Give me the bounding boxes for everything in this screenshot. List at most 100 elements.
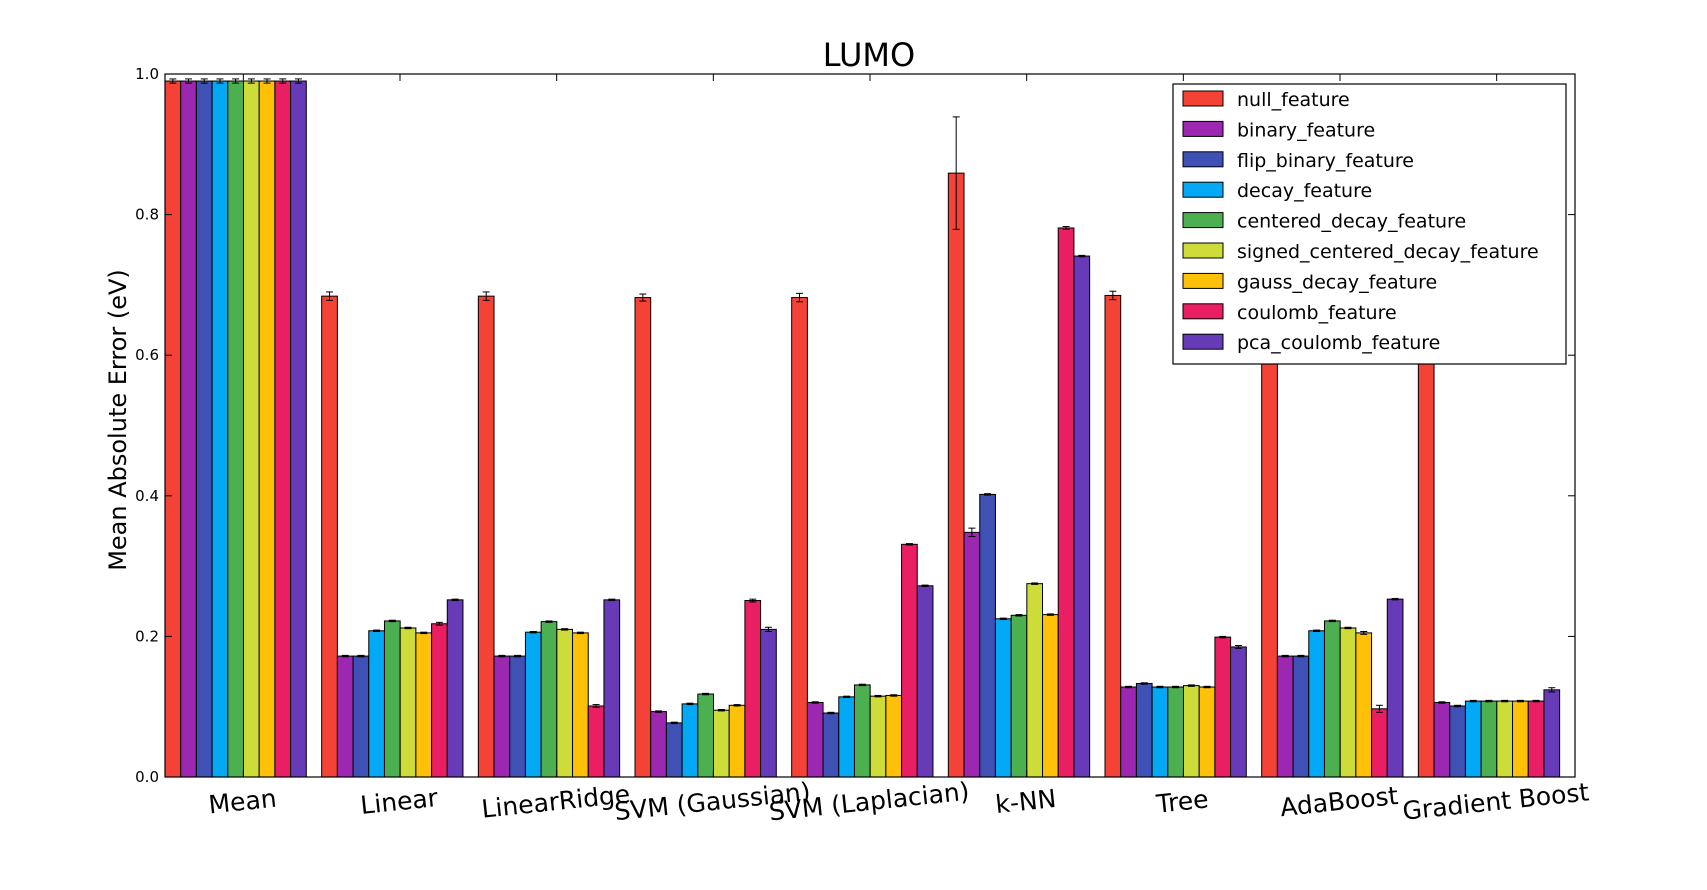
bar-6-1 bbox=[1120, 686, 1137, 778]
error-bar-2-2 bbox=[514, 654, 522, 658]
error-bar-0-8 bbox=[294, 78, 302, 84]
bar-8-3 bbox=[1464, 700, 1482, 778]
error-bar-2-4 bbox=[545, 620, 553, 623]
bar-5-4 bbox=[1010, 614, 1028, 778]
error-bar-1-5 bbox=[404, 626, 412, 630]
legend-entry-2: flip_binary_feature bbox=[1182, 150, 1414, 172]
error-bar-0-6 bbox=[263, 78, 271, 84]
legend: null_feature binary_feature flip_binary_fe… bbox=[1172, 83, 1567, 365]
bar-5-2 bbox=[979, 493, 996, 778]
error-bar-3-6 bbox=[733, 704, 741, 707]
bar-3-5 bbox=[713, 709, 730, 778]
error-bar-8-1 bbox=[1438, 701, 1446, 704]
bar-6-2 bbox=[1135, 683, 1153, 778]
legend-swatch-2 bbox=[1182, 151, 1224, 168]
error-bar-6-7 bbox=[1219, 635, 1227, 639]
error-bar-8-7 bbox=[1532, 699, 1540, 703]
error-bar-6-4 bbox=[1172, 685, 1180, 689]
error-bar-6-8 bbox=[1234, 645, 1242, 649]
error-bar-5-0 bbox=[952, 116, 960, 230]
legend-entry-0: null_feature bbox=[1182, 89, 1350, 111]
error-bar-5-3 bbox=[999, 617, 1007, 621]
bar-0-5 bbox=[243, 80, 260, 778]
y-tick-label-2: 0.4 bbox=[135, 487, 159, 505]
error-bar-4-0 bbox=[796, 292, 804, 303]
bar-6-4 bbox=[1167, 686, 1185, 778]
bar-3-3 bbox=[681, 703, 699, 778]
error-bar-1-0 bbox=[326, 291, 334, 301]
legend-entry-7: coulomb_feature bbox=[1182, 302, 1397, 324]
error-bar-5-4 bbox=[1015, 614, 1023, 617]
bar-8-2 bbox=[1449, 705, 1466, 778]
error-bar-0-1 bbox=[185, 78, 193, 84]
legend-label-7: coulomb_feature bbox=[1237, 302, 1397, 324]
error-bar-0-2 bbox=[200, 78, 208, 84]
legend-entry-4: centered_decay_feature bbox=[1182, 211, 1466, 233]
error-bar-4-3 bbox=[843, 695, 851, 699]
bar-3-2 bbox=[665, 722, 683, 778]
bar-5-6 bbox=[1042, 614, 1059, 778]
legend-entry-8: pca_coulomb_feature bbox=[1182, 332, 1440, 354]
legend-swatch-7 bbox=[1182, 303, 1224, 320]
bar-3-8 bbox=[760, 628, 777, 778]
error-bar-5-1 bbox=[968, 527, 976, 538]
error-bar-4-4 bbox=[858, 683, 866, 687]
error-bar-7-2 bbox=[1297, 654, 1305, 658]
x-tick-label-6: Tree bbox=[1154, 784, 1210, 818]
chart-title: LUMO bbox=[823, 36, 915, 74]
error-bar-3-5 bbox=[717, 709, 725, 712]
bar-0-7 bbox=[274, 80, 292, 778]
legend-entry-6: gauss_decay_feature bbox=[1182, 271, 1437, 293]
error-bar-1-6 bbox=[420, 631, 428, 635]
error-bar-5-7 bbox=[1062, 226, 1070, 230]
error-bar-8-2 bbox=[1454, 704, 1462, 708]
error-bars-layer bbox=[169, 78, 1556, 725]
legend-label-6: gauss_decay_feature bbox=[1237, 271, 1437, 293]
error-bar-1-3 bbox=[373, 629, 381, 632]
error-bar-0-7 bbox=[279, 78, 287, 84]
legend-swatch-6 bbox=[1182, 272, 1224, 289]
legend-swatch-1 bbox=[1182, 120, 1224, 137]
x-tick-label-5: k-NN bbox=[994, 784, 1058, 819]
x-tick-label-1: Linear bbox=[359, 783, 440, 820]
bar-2-4 bbox=[540, 621, 558, 778]
bar-6-7 bbox=[1214, 636, 1232, 778]
bar-5-1 bbox=[963, 531, 981, 778]
bar-0-6 bbox=[258, 80, 276, 778]
bar-4-2 bbox=[822, 712, 840, 778]
error-bar-0-4 bbox=[232, 78, 240, 84]
bar-5-7 bbox=[1057, 227, 1075, 778]
error-bar-6-3 bbox=[1156, 685, 1164, 689]
legend-entry-3: decay_feature bbox=[1182, 180, 1372, 202]
bar-4-4 bbox=[853, 684, 871, 778]
error-bar-2-6 bbox=[576, 631, 584, 635]
error-bar-2-8 bbox=[608, 598, 616, 602]
error-bar-6-2 bbox=[1140, 682, 1148, 685]
bar-2-6 bbox=[572, 632, 589, 778]
error-bar-8-4 bbox=[1485, 699, 1493, 703]
legend-label-4: centered_decay_feature bbox=[1237, 211, 1466, 233]
error-bar-3-7 bbox=[749, 598, 757, 603]
bar-5-3 bbox=[994, 618, 1012, 778]
error-bar-4-5 bbox=[874, 694, 882, 698]
error-bar-6-6 bbox=[1203, 685, 1211, 689]
error-bar-1-2 bbox=[357, 654, 365, 658]
bar-8-1 bbox=[1433, 701, 1451, 778]
error-bar-0-3 bbox=[216, 78, 224, 84]
error-bar-8-8 bbox=[1548, 687, 1556, 693]
error-bar-5-8 bbox=[1078, 254, 1086, 258]
error-bar-7-1 bbox=[1281, 654, 1289, 658]
y-tick-label-0: 0.0 bbox=[135, 768, 159, 786]
error-bar-8-6 bbox=[1516, 699, 1524, 703]
y-tick-label-1: 0.2 bbox=[135, 627, 159, 645]
error-bar-3-3 bbox=[686, 702, 694, 706]
bar-5-8 bbox=[1073, 255, 1091, 778]
bar-7-8 bbox=[1386, 598, 1404, 778]
bar-7-7 bbox=[1371, 708, 1388, 778]
error-bar-2-3 bbox=[529, 630, 537, 634]
legend-label-2: flip_binary_feature bbox=[1237, 150, 1414, 172]
bar-1-3 bbox=[368, 630, 385, 778]
bar-6-3 bbox=[1151, 686, 1169, 778]
error-bar-0-0 bbox=[169, 78, 177, 84]
error-bar-1-4 bbox=[388, 619, 396, 623]
